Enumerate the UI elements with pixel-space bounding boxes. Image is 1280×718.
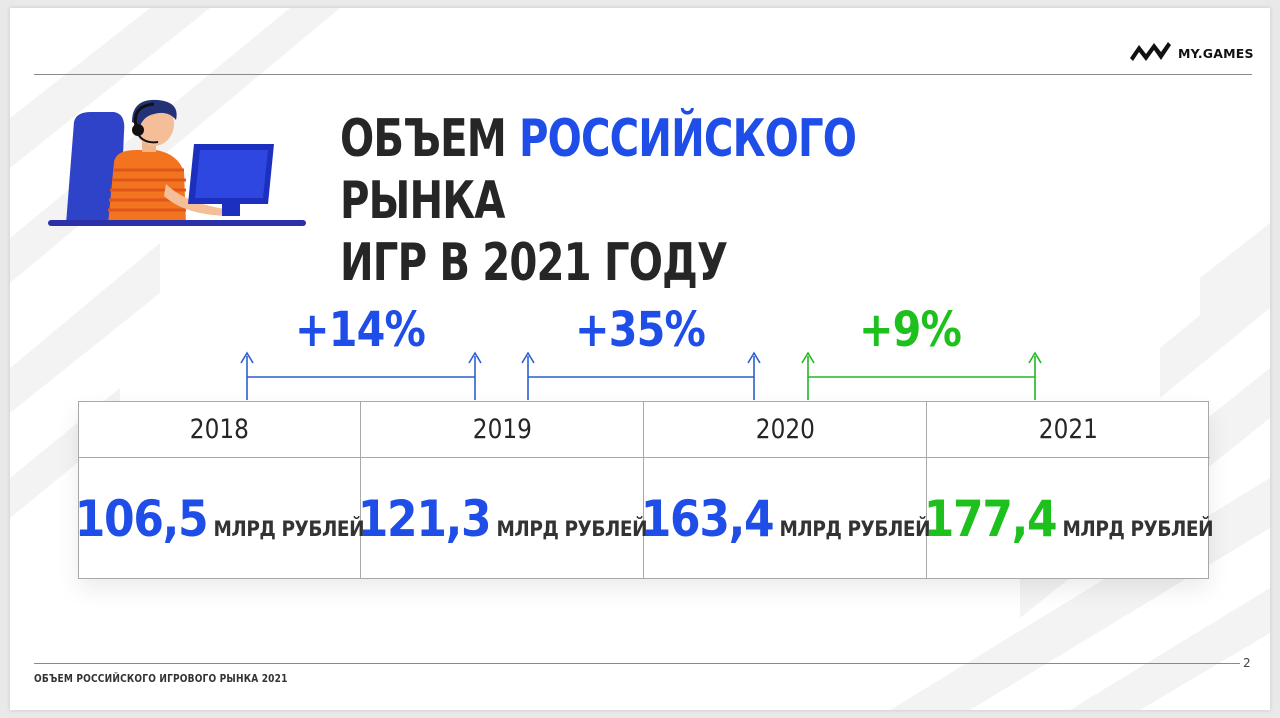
value-unit: МЛРД РУБЛЕЙ [1062,516,1214,541]
value-unit: МЛРД РУБЛЕЙ [213,516,365,541]
year-cell: 2018 [79,402,361,458]
year-cell: 2020 [644,402,927,458]
value-cell: 177,4 МЛРД РУБЛЕЙ [923,458,1214,579]
market-value: 177,4 [923,489,1058,548]
value-cell: 106,5 МЛРД РУБЛЕЙ [75,458,365,579]
title-part-2: РЫНКА [340,171,505,231]
value-unit: МЛРД РУБЛЕЙ [779,516,930,541]
value-cell: 121,3 МЛРД РУБЛЕЙ [357,458,647,579]
title-line-1: ОБЪЕМ РОССИЙСКОГО РЫНКА [340,108,1011,232]
year-label: 2018 [189,414,250,445]
growth-label-2018-2019: +14% [295,302,426,358]
year-cell: 2019 [361,402,644,458]
my-games-logo-icon [1130,42,1171,61]
year-label: 2019 [472,414,532,445]
page-title: ОБЪЕМ РОССИЙСКОГО РЫНКА ИГР В 2021 ГОДУ [340,108,1011,294]
year-label: 2020 [755,414,815,445]
growth-label-2020-2021: +9% [858,302,962,358]
year-cell: 2021 [927,402,1210,458]
value-cell: 163,4 МЛРД РУБЛЕЙ [640,458,930,579]
brand-logo[interactable]: MY.GAMES [1128,38,1258,68]
gamer-at-computer-icon [48,99,306,226]
title-part-1: ОБЪЕМ [340,109,520,169]
value-unit: МЛРД РУБЛЕЙ [496,516,647,541]
market-value: 121,3 [357,489,491,548]
market-value: 163,4 [640,489,774,548]
market-value: 106,5 [74,489,209,548]
title-highlight: РОССИЙСКОГО [519,109,857,169]
title-line-2: ИГР В 2021 ГОДУ [340,233,728,293]
market-table: 2018 2019 2020 2021 106,5 МЛРД РУБЛЕЙ 121… [75,401,1214,579]
logo-text: MY.GAMES [1178,45,1254,61]
page-number: 2 [1243,656,1251,670]
year-label: 2021 [1038,414,1099,445]
growth-label-2019-2020: +35% [575,302,706,358]
bottom-divider [34,663,1240,664]
slide: MY.GAMES ОБЪЕМ РОССИЙСКОГО РЫНКА [10,8,1270,710]
top-divider [34,74,1252,75]
footer-caption: ОБЪЕМ РОССИЙСКОГО ИГРОВОГО РЫНКА 2021 [34,673,288,685]
